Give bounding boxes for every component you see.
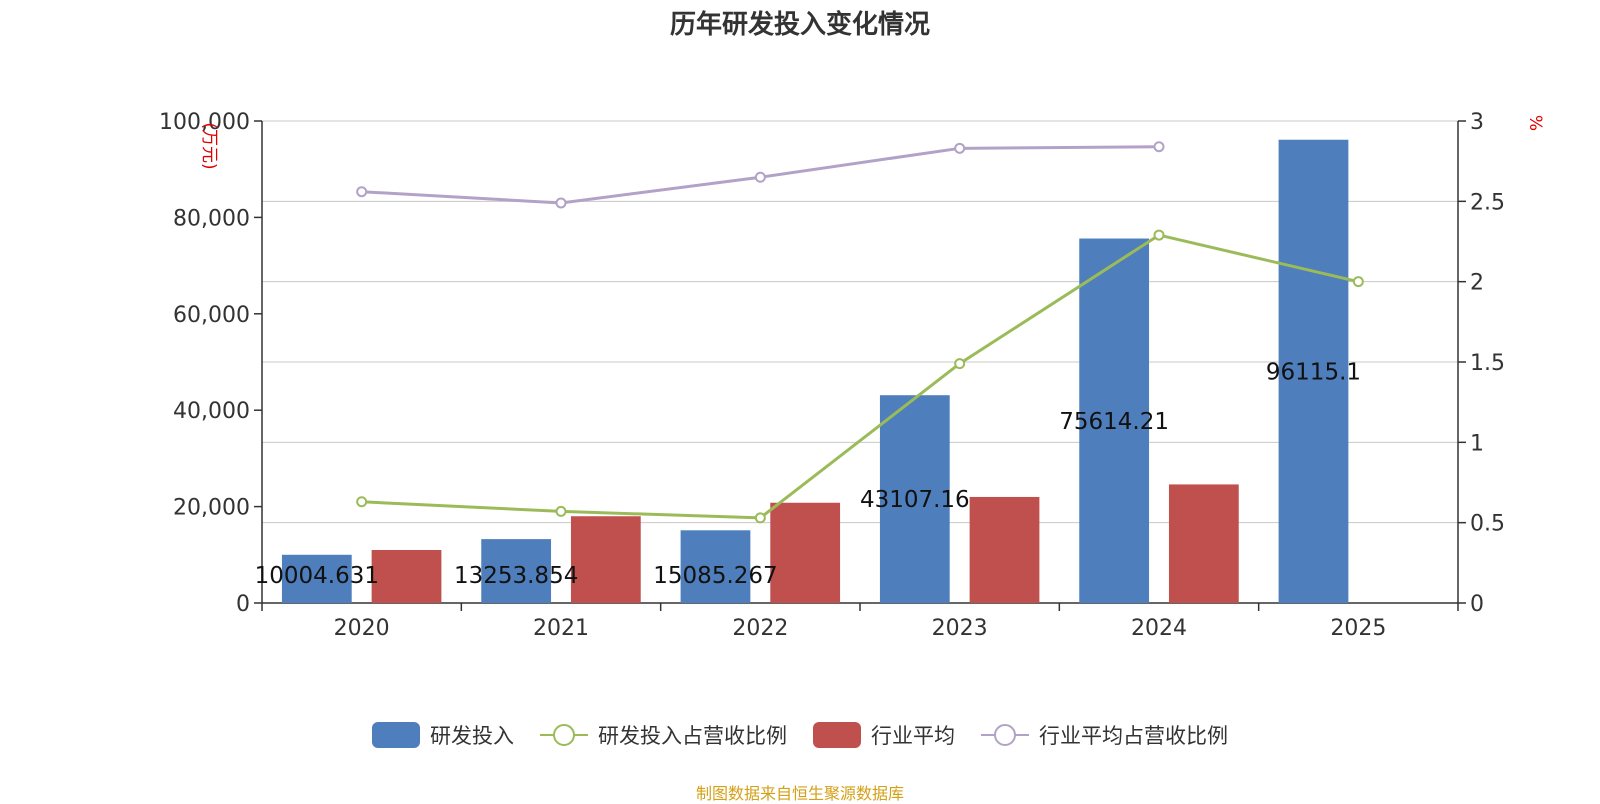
bar-data-label: 96115.1 (1266, 359, 1361, 385)
point-rd-ratio (1153, 229, 1165, 241)
bar-industry-average (371, 549, 442, 603)
legend-label-industry-ratio: 行业平均占营收比例 (1039, 724, 1228, 748)
axis-layer: 0 20,000 40,000 60,000 80,000 100,000 0 0.5 1 1.5… (159, 110, 1545, 641)
x-tick-label: 2022 (732, 616, 788, 641)
point-rd-ratio (356, 496, 368, 508)
legend-swatch-industry-average (813, 722, 861, 748)
y-left-tick-label: 40,000 (173, 399, 250, 424)
label-layer: 10004.631 13253.854 15085.267 43107.16 75614… (255, 359, 1361, 589)
point-rd-ratio (1352, 276, 1364, 288)
y-right-unit-label: % (1525, 115, 1545, 131)
source-note: 制图数据来自恒生聚源数据库 (695, 784, 904, 803)
bar-data-label: 13253.854 (454, 563, 578, 589)
legend-label-rd-ratio: 研发投入占营收比例 (598, 724, 787, 748)
y-right-tick-label: 1 (1470, 431, 1484, 456)
bar-industry-average (770, 502, 841, 603)
legend-item-industry-average[interactable]: 行业平均 (813, 720, 955, 750)
bar-rd-investment (281, 554, 352, 603)
legend-label-rd-investment: 研发投入 (430, 724, 514, 748)
bar-industry-average (969, 496, 1040, 603)
legend-swatch-rd-investment (372, 722, 420, 748)
line-layer (356, 141, 1364, 524)
x-tick-label: 2025 (1330, 616, 1386, 641)
bar-industry-average (570, 516, 641, 603)
x-tick-label: 2020 (334, 616, 390, 641)
point-industry-ratio (954, 142, 966, 154)
y-left-tick-label: 60,000 (173, 303, 250, 328)
legend-item-rd-ratio[interactable]: 研发投入占营收比例 (540, 720, 787, 750)
legend-item-rd-investment[interactable]: 研发投入 (372, 720, 514, 750)
chart-title: 历年研发投入变化情况 (669, 10, 930, 40)
bar-data-label: 10004.631 (255, 563, 379, 589)
legend: 研发投入 研发投入占营收比例 行业平均 行业平均占营收比例 (0, 720, 1600, 750)
x-tick-label: 2024 (1131, 616, 1187, 641)
y-right-tick-label: 1.5 (1470, 351, 1505, 376)
legend-swatch-industry-ratio (981, 724, 1029, 746)
y-right-tick-label: 2.5 (1470, 190, 1505, 215)
y-left-unit-label: (万元) (199, 122, 219, 169)
point-rd-ratio (555, 505, 567, 517)
bar-rd-investment (1079, 238, 1150, 604)
point-industry-ratio (1153, 141, 1165, 153)
legend-label-industry-average: 行业平均 (871, 724, 955, 748)
y-right-tick-label: 2 (1470, 271, 1484, 296)
y-left-tick-label: 80,000 (173, 206, 250, 231)
legend-swatch-rd-ratio (540, 724, 588, 746)
bar-rd-investment (879, 395, 950, 603)
point-rd-ratio (954, 358, 966, 370)
point-industry-ratio (754, 171, 766, 183)
point-rd-ratio (754, 512, 766, 524)
bar-industry-average (1168, 484, 1239, 603)
bar-rd-investment (1278, 139, 1349, 603)
x-tick-label: 2023 (932, 616, 988, 641)
bar-rd-investment (680, 530, 751, 603)
bar-data-label: 15085.267 (653, 563, 777, 589)
bar-data-label: 75614.21 (1059, 409, 1169, 435)
bar-layer (281, 139, 1349, 604)
point-industry-ratio (555, 197, 567, 209)
y-right-tick-label: 0 (1470, 592, 1484, 617)
y-left-tick-label: 0 (236, 592, 250, 617)
point-industry-ratio (356, 186, 368, 198)
legend-item-industry-ratio[interactable]: 行业平均占营收比例 (981, 720, 1228, 750)
bar-rd-investment (481, 539, 552, 603)
y-right-tick-label: 0.5 (1470, 512, 1505, 537)
y-right-tick-label: 3 (1470, 110, 1484, 135)
line-rd-ratio (361, 233, 1359, 520)
bar-data-label: 43107.16 (860, 487, 970, 513)
y-left-tick-label: 20,000 (173, 496, 250, 521)
x-tick-label: 2021 (533, 616, 589, 641)
y-left-tick-label: 100,000 (159, 110, 250, 135)
